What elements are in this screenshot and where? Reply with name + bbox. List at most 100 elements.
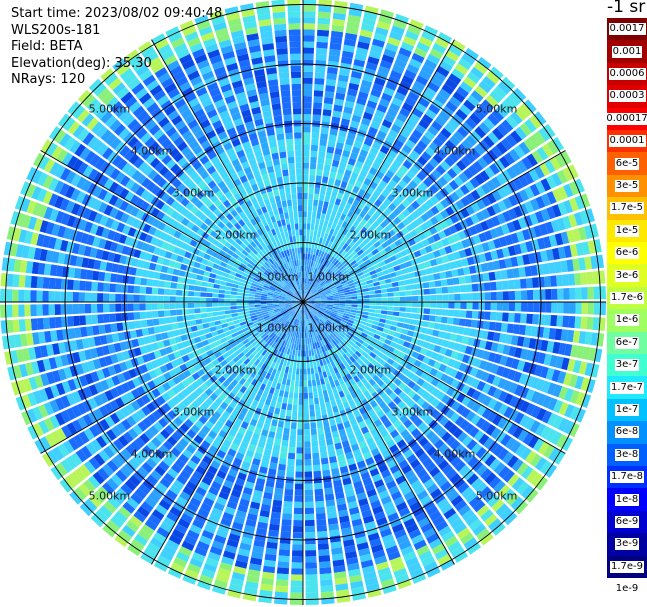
range-gate (373, 241, 381, 248)
range-gate (356, 259, 364, 266)
range-gate (462, 469, 475, 481)
range-gate (193, 297, 201, 302)
range-gate (424, 130, 435, 141)
range-gate (280, 531, 291, 538)
range-gate (369, 302, 376, 306)
range-gate (307, 305, 313, 310)
range-gate (470, 319, 478, 328)
range-gate (466, 293, 473, 301)
range-gate (333, 104, 343, 112)
range-gate (303, 247, 306, 254)
range-gate (427, 321, 435, 329)
range-gate (318, 250, 323, 257)
range-gate (368, 331, 375, 338)
range-gate (360, 426, 369, 435)
range-gate (527, 435, 540, 449)
range-gate (201, 318, 209, 324)
range-gate (307, 306, 312, 311)
range-gate (382, 269, 390, 276)
range-gate (456, 352, 465, 362)
range-gate (315, 373, 320, 380)
range-gate (435, 380, 445, 390)
range-gate (427, 125, 439, 136)
range-gate (397, 338, 405, 346)
range-gate (395, 454, 406, 464)
range-gate (389, 383, 398, 392)
range-gate (314, 224, 319, 231)
range-gate (318, 151, 326, 159)
range-gate (389, 102, 401, 113)
range-gate (581, 393, 592, 408)
range-gate (390, 429, 400, 439)
range-gate (281, 525, 292, 532)
range-gate (331, 222, 337, 230)
range-gate (505, 437, 517, 450)
range-gate (357, 347, 365, 355)
range-gate (354, 332, 361, 338)
range-gate (362, 269, 370, 275)
range-gate (359, 85, 371, 94)
range-gate (387, 229, 396, 238)
range-gate (393, 419, 403, 429)
range-gate (385, 134, 396, 144)
range-gate (329, 256, 335, 263)
range-gate (367, 56, 380, 65)
range-gate (545, 428, 557, 443)
range-gate (328, 375, 334, 383)
range-gate (464, 180, 475, 192)
range-gate (402, 208, 411, 218)
range-gate (311, 373, 316, 381)
range-gate (306, 229, 310, 236)
range-gate (303, 29, 315, 36)
range-gate (188, 308, 195, 314)
range-gate (360, 218, 368, 227)
range-gate (508, 290, 516, 301)
range-gate (314, 78, 325, 85)
range-gate (348, 177, 357, 186)
range-gate (331, 289, 338, 293)
range-gate (427, 274, 435, 281)
range-gate (230, 291, 238, 295)
range-gate (507, 279, 515, 290)
range-gate (538, 127, 551, 142)
range-gate (317, 366, 322, 373)
range-gate (568, 181, 580, 196)
range-gate (339, 303, 346, 307)
range-gate (361, 23, 375, 33)
range-gate (396, 322, 404, 328)
range-gate (303, 186, 308, 193)
range-gate (367, 283, 374, 288)
range-gate (393, 496, 405, 506)
range-gate (315, 409, 321, 417)
range-gate (361, 117, 371, 126)
range-gate (472, 523, 487, 536)
range-gate (331, 309, 339, 313)
range-gate (363, 237, 370, 245)
range-gate (379, 429, 389, 438)
range-gate (349, 363, 357, 371)
range-gate (380, 220, 388, 229)
range-gate (381, 54, 395, 64)
range-gate (396, 193, 405, 203)
range-gate (435, 212, 444, 222)
range-gate (355, 388, 363, 396)
range-gate (392, 174, 401, 184)
range-gate (426, 328, 434, 336)
range-gate (307, 211, 312, 218)
range-gate (419, 347, 428, 356)
range-gate (513, 87, 527, 102)
range-gate (474, 61, 488, 75)
range-gate (305, 568, 318, 575)
range-gate (349, 418, 358, 426)
range-gate (437, 553, 452, 566)
range-gate (373, 405, 382, 414)
range-gate (344, 310, 351, 315)
range-gate (200, 302, 207, 308)
range-gate (554, 328, 563, 341)
range-gate (275, 579, 289, 587)
range-gate (443, 227, 452, 237)
range-gate (448, 225, 458, 235)
range-gate (326, 73, 337, 81)
range-gate (441, 309, 449, 316)
range-gate (506, 323, 514, 334)
